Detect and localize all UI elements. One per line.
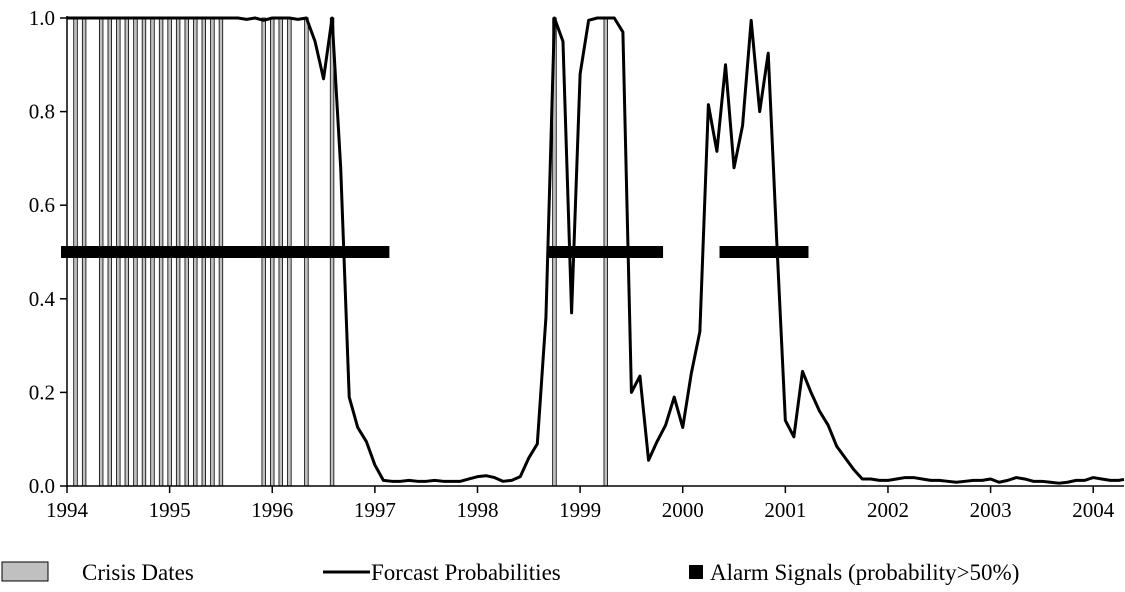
alarm-marker-37 bbox=[377, 246, 390, 258]
x-tick-label: 1994 bbox=[46, 498, 89, 522]
forecast-probability-line bbox=[67, 16, 1125, 485]
x-tick-label: 1996 bbox=[251, 498, 293, 522]
alarm-markers bbox=[61, 246, 809, 258]
x-tick-label: 1997 bbox=[354, 498, 396, 522]
axes bbox=[60, 16, 1124, 493]
y-tick-label: 0.6 bbox=[29, 193, 55, 217]
alarm-marker-50 bbox=[651, 246, 664, 258]
legend-swatch-alarm bbox=[689, 565, 703, 579]
legend-label-crisis: Crisis Dates bbox=[82, 560, 194, 585]
x-tick-label: 2003 bbox=[970, 498, 1012, 522]
x-tick-label: 1998 bbox=[456, 498, 498, 522]
alarm-marker-60 bbox=[796, 246, 809, 258]
y-tick-label: 0.8 bbox=[29, 100, 55, 124]
x-tick-label: 2002 bbox=[867, 498, 909, 522]
tick-labels: 0.0 0.2 0.4 0.6 0.8 1.0 1994 1995 1996 1997 1998 19… bbox=[29, 6, 1115, 522]
y-tick-label: 0.2 bbox=[29, 380, 55, 404]
legend-label-forecast: Forcast Probabilities bbox=[371, 560, 561, 585]
x-tick-label: 1999 bbox=[559, 498, 601, 522]
legend: Crisis Dates Forcast Probabilities Alarm S… bbox=[1, 560, 1019, 585]
legend-swatch-crisis bbox=[1, 561, 49, 582]
y-tick-label: 0.0 bbox=[29, 474, 55, 498]
y-tick-label: 0.4 bbox=[29, 287, 56, 311]
x-tick-label: 1995 bbox=[149, 498, 191, 522]
y-tick-label: 1.0 bbox=[29, 6, 55, 30]
x-tick-label: 2000 bbox=[662, 498, 704, 522]
x-tick-label: 2001 bbox=[764, 498, 806, 522]
x-tick-label: 2004 bbox=[1072, 498, 1115, 522]
legend-label-alarm: Alarm Signals (probability>50%) bbox=[710, 560, 1019, 585]
